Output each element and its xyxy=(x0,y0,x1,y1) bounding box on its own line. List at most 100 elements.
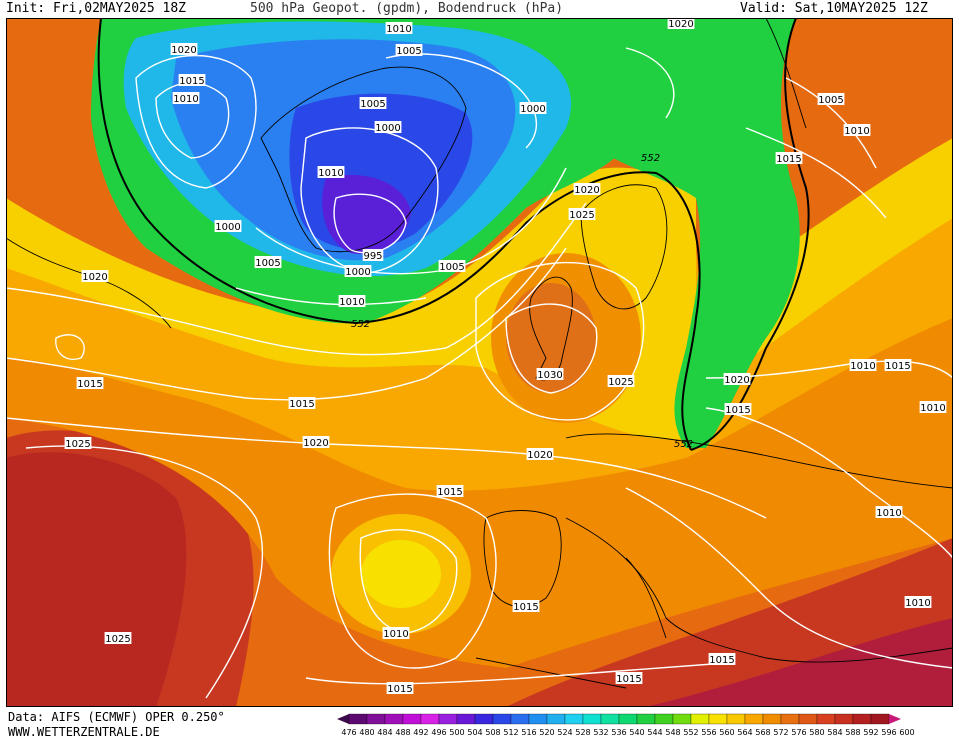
pressure-label: 1025 xyxy=(569,210,594,221)
coast-north-africa xyxy=(475,657,627,689)
pressure-label-bg xyxy=(317,166,345,178)
legend-swatch xyxy=(384,713,404,725)
pressure-label: 1025 xyxy=(608,377,633,388)
legend-tick-label: 592 xyxy=(863,728,878,737)
pressure-label: 1015 xyxy=(725,405,750,416)
legend-swatch xyxy=(582,713,602,725)
pressure-label-bg xyxy=(919,401,947,413)
legend-tick-label: 560 xyxy=(719,728,734,737)
legend-swatch xyxy=(672,713,692,725)
pressure-label: 1015 xyxy=(513,602,538,613)
legend-tick-label: 480 xyxy=(359,728,374,737)
legend-swatch xyxy=(438,713,458,725)
pressure-label: 1010 xyxy=(844,126,869,137)
isobar-1010-ring xyxy=(359,529,458,634)
legend-tick-label: 536 xyxy=(611,728,626,737)
isobar-low-west-outer xyxy=(135,54,257,189)
pressure-label: 1010 xyxy=(318,168,343,179)
coast-russia-north xyxy=(765,18,807,129)
legend-swatch xyxy=(852,713,872,725)
legend-swatch xyxy=(726,713,746,725)
pressure-label-bg xyxy=(170,43,198,55)
pressure-label: 1010 xyxy=(173,94,198,105)
color-legend: 476 480 484 488 492 496 500 504 508 512 516 520 524 5… xyxy=(337,713,915,737)
weather-map: 552 552 552 xyxy=(6,18,953,707)
pressure-label: 1020 xyxy=(82,272,107,283)
legend-swatch xyxy=(708,713,728,725)
legend-swatch xyxy=(690,713,710,725)
pressure-label: 1005 xyxy=(360,99,385,110)
legend-swatch xyxy=(762,713,782,725)
pressure-label: 1020 xyxy=(724,375,749,386)
pressure-label-bg xyxy=(438,260,466,272)
pressure-label-bg xyxy=(723,373,751,385)
coast-iberia xyxy=(483,510,562,608)
pressure-label-bg xyxy=(708,653,736,665)
pressure-label-bg xyxy=(526,448,554,460)
isobar-1015-ring xyxy=(328,493,497,669)
legend-swatch xyxy=(474,713,494,725)
legend-tick-label: 584 xyxy=(827,728,842,737)
field-ridge-azores-core xyxy=(361,540,441,608)
pressure-label: 1005 xyxy=(396,46,421,57)
pressure-label-bg xyxy=(817,93,845,105)
pressure-label: 1025 xyxy=(65,439,90,450)
pressure-label-bg xyxy=(338,295,366,307)
legend-swatch xyxy=(510,713,530,725)
legend-tick-label: 544 xyxy=(647,728,662,737)
field-trough-core xyxy=(322,174,411,254)
contour-552-label-3: 552 xyxy=(674,439,693,450)
pressure-label-bg xyxy=(76,377,104,389)
legend-swatch xyxy=(780,713,800,725)
pressure-label: 1000 xyxy=(215,222,240,233)
legend-swatch xyxy=(636,713,656,725)
legend-tick-label: 564 xyxy=(737,728,752,737)
pressure-label: 1025 xyxy=(105,634,130,645)
pressure-label-bg xyxy=(843,124,871,136)
pressure-label-bg xyxy=(302,436,330,448)
pressure-label: 1030 xyxy=(537,370,562,381)
legend-tick-label: 540 xyxy=(629,728,644,737)
pressure-label-bg xyxy=(667,18,695,29)
pressure-label: 1020 xyxy=(527,450,552,461)
legend-tick-label: 512 xyxy=(503,728,518,737)
pressure-label: 1020 xyxy=(171,45,196,56)
legend-swatch xyxy=(798,713,818,725)
legend-tick-label: 548 xyxy=(665,728,680,737)
isobar-1025-west xyxy=(25,445,264,699)
map-title: 500 hPa Geopot. (gpdm), Bodendruck (hPa) xyxy=(250,1,564,16)
isobar-1020-north xyxy=(6,202,587,356)
legend-tick-label: 588 xyxy=(845,728,860,737)
pressure-label: 1015 xyxy=(437,487,462,498)
legend-swatch xyxy=(654,713,674,725)
legend-tick-label: 580 xyxy=(809,728,824,737)
init-time-label: Init: Fri,02MAY2025 18Z xyxy=(6,1,187,16)
pressure-label-bg xyxy=(178,74,206,86)
pressure-label: 1020 xyxy=(574,185,599,196)
field-high-southwest-core xyxy=(6,452,187,707)
map-footer: Data: AIFS (ECMWF) OPER 0.250° WWW.WETTE… xyxy=(0,707,959,741)
pressure-label-bg xyxy=(884,359,912,371)
pressure-label-bg xyxy=(362,249,384,261)
pressure-labels: 1010 1005 1020 1015 1010 1005 1000 1000 1010 1000… xyxy=(64,18,947,695)
legend-tick-label: 520 xyxy=(539,728,554,737)
legend-tick-label: 576 xyxy=(791,728,806,737)
pressure-label: 995 xyxy=(363,251,382,262)
valid-time-label: Valid: Sat,10MAY2025 12Z xyxy=(740,1,928,16)
pressure-label: 1015 xyxy=(776,154,801,165)
legend-arrow-right xyxy=(889,714,901,724)
pressure-label-bg xyxy=(512,600,540,612)
pressure-label: 1015 xyxy=(885,361,910,372)
pressure-label: 1015 xyxy=(709,655,734,666)
pressure-label-bg xyxy=(359,97,387,109)
pressure-label-bg xyxy=(385,22,413,34)
legend-tick-label: 504 xyxy=(467,728,482,737)
field-high-southeast-core xyxy=(646,618,953,707)
pressure-label-bg xyxy=(288,397,316,409)
legend-swatch xyxy=(528,713,548,725)
legend-swatch xyxy=(600,713,620,725)
isobar-995-ring xyxy=(333,193,407,254)
pressure-label-bg xyxy=(395,44,423,56)
isobar-1020-south xyxy=(6,417,767,519)
pressure-label: 1005 xyxy=(255,258,280,269)
